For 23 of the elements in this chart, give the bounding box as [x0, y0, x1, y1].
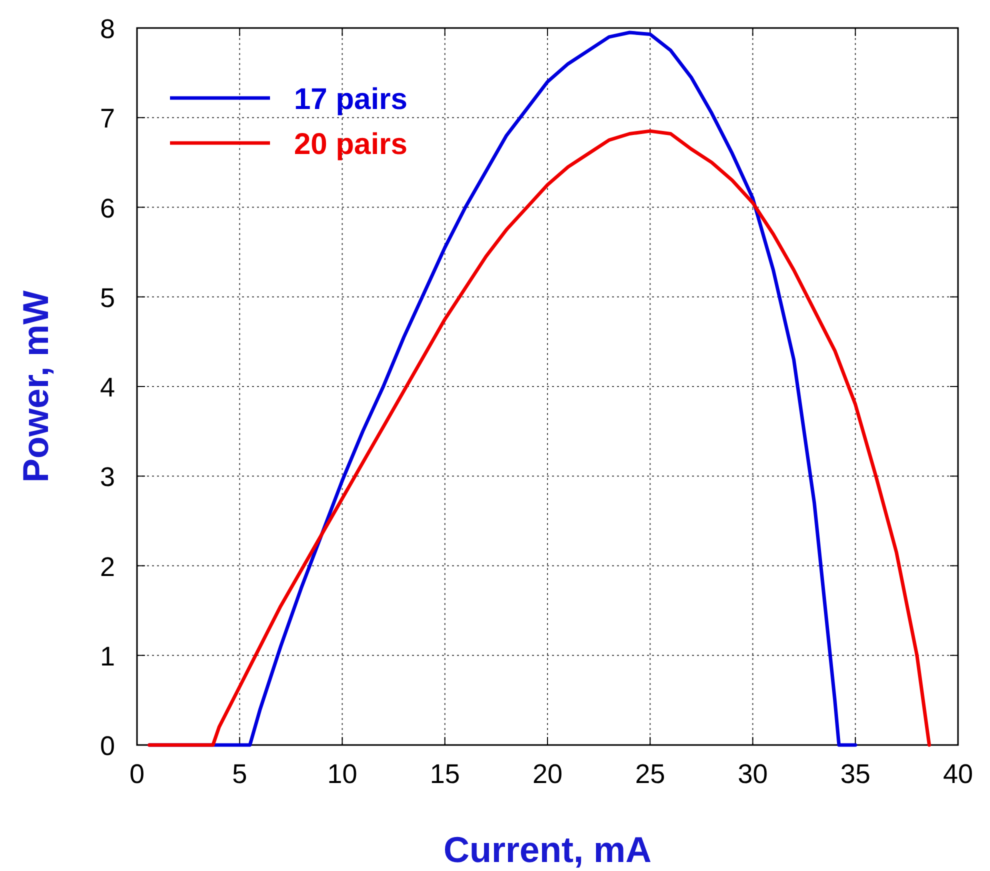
- x-tick-label: 40: [942, 759, 974, 789]
- x-tick-label: 10: [327, 759, 358, 789]
- y-tick-label: 8: [100, 14, 115, 44]
- x-tick-label: 30: [738, 759, 768, 789]
- legend-label: 17 pairs: [294, 83, 408, 116]
- y-tick-label: 4: [100, 372, 115, 402]
- x-tick-label: 5: [232, 759, 248, 789]
- x-tick-label: 35: [840, 759, 870, 789]
- x-tick-label: 15: [430, 759, 460, 789]
- y-tick-label: 5: [100, 282, 115, 313]
- y-tick-label: 2: [100, 552, 115, 582]
- line-series: [148, 129, 932, 747]
- y-axis-title: Power, mW: [15, 290, 56, 483]
- y-tick-label: 3: [100, 462, 115, 492]
- x-axis-title: Current, mA: [443, 829, 652, 870]
- y-tick-label: 6: [100, 193, 115, 224]
- y-tick-label: 0: [100, 731, 115, 761]
- y-tick-label: 1: [100, 641, 115, 672]
- x-tick-label: 20: [532, 759, 563, 789]
- legend-label: 20 pairs: [294, 128, 408, 161]
- x-tick-label: 0: [129, 759, 145, 789]
- x-tick-label: 25: [635, 759, 666, 789]
- y-tick-label: 7: [100, 104, 115, 134]
